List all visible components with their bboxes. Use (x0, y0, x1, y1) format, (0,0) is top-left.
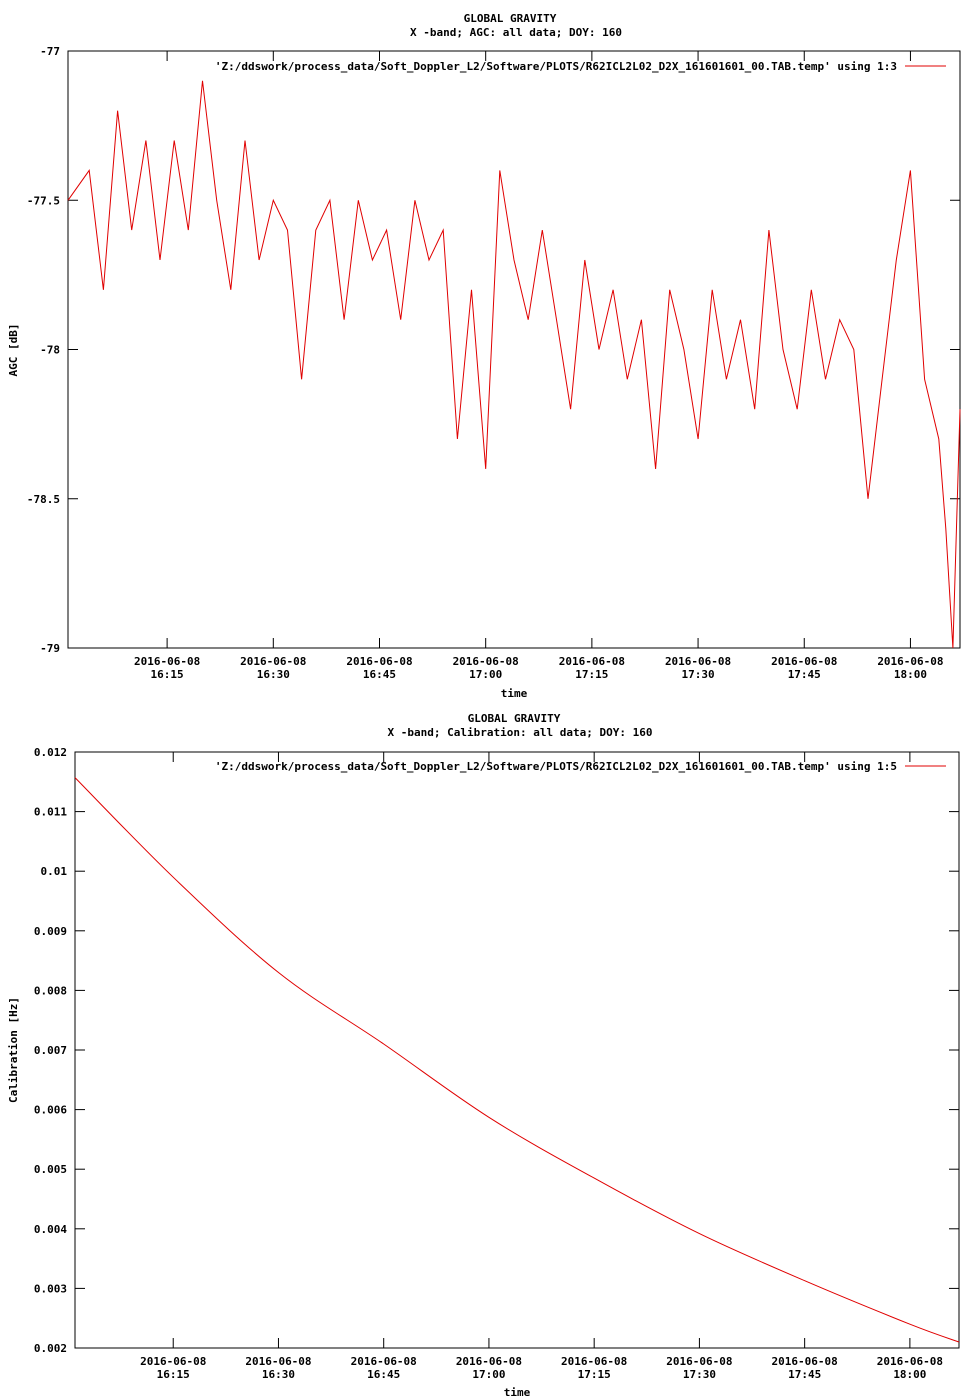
calibration-xtick-date-label: 2016-06-08 (351, 1355, 417, 1368)
calibration-xtick-time-label: 18:00 (893, 1368, 926, 1381)
agc-xtick-time-label: 17:30 (682, 668, 715, 681)
agc-xtick-date-label: 2016-06-08 (771, 655, 837, 668)
agc-series-line (67, 80, 961, 649)
agc-x-axis-label: time (501, 687, 528, 700)
agc-xtick-time-label: 17:00 (469, 668, 502, 681)
agc-xtick-time-label: 17:45 (788, 668, 821, 681)
calibration-ytick-label: 0.004 (34, 1223, 67, 1236)
calibration-xtick-date-label: 2016-06-08 (456, 1355, 522, 1368)
calibration-x-axis-label: time (504, 1386, 531, 1399)
calibration-y-axis-label: Calibration [Hz] (7, 997, 20, 1103)
calibration-xtick-date-label: 2016-06-08 (245, 1355, 311, 1368)
calibration-chart-subtitle: X -band; Calibration: all data; DOY: 160 (388, 726, 653, 739)
calibration-xtick-time-label: 17:30 (683, 1368, 716, 1381)
agc-xtick-date-label: 2016-06-08 (559, 655, 625, 668)
agc-xtick-time-label: 16:15 (151, 668, 184, 681)
calibration-ytick-label: 0.003 (34, 1282, 67, 1295)
agc-xtick-time-label: 18:00 (894, 668, 927, 681)
calibration-ytick-label: 0.005 (34, 1163, 67, 1176)
agc-chart-title: GLOBAL GRAVITY (464, 12, 557, 25)
agc-ytick-label: -77.5 (27, 194, 60, 207)
calibration-ytick-label: 0.012 (34, 746, 67, 759)
calibration-xtick-date-label: 2016-06-08 (140, 1355, 206, 1368)
agc-chart: GLOBAL GRAVITY X -band; AGC: all data; D… (7, 12, 961, 700)
agc-ytick-label: -79 (40, 642, 60, 655)
calibration-ytick-label: 0.011 (34, 806, 67, 819)
agc-xtick-date-label: 2016-06-08 (877, 655, 943, 668)
agc-ytick-label: -78 (40, 344, 60, 357)
calibration-ytick-label: 0.007 (34, 1044, 67, 1057)
agc-plot-frame (67, 50, 961, 649)
calibration-ytick-label: 0.01 (41, 865, 68, 878)
agc-chart-subtitle: X -band; AGC: all data; DOY: 160 (410, 26, 622, 39)
calibration-chart: GLOBAL GRAVITY X -band; Calibration: all… (7, 712, 960, 1399)
calibration-xtick-time-label: 16:45 (367, 1368, 400, 1381)
agc-xtick-date-label: 2016-06-08 (134, 655, 200, 668)
calibration-xtick-time-label: 16:15 (157, 1368, 190, 1381)
calibration-xtick-date-label: 2016-06-08 (772, 1355, 838, 1368)
calibration-xtick-date-label: 2016-06-08 (561, 1355, 627, 1368)
calibration-ytick-label: 0.009 (34, 925, 67, 938)
calibration-xtick-time-label: 17:15 (578, 1368, 611, 1381)
calibration-xtick-time-label: 17:00 (472, 1368, 505, 1381)
calibration-ytick-label: 0.008 (34, 984, 67, 997)
calibration-xtick-time-label: 16:30 (262, 1368, 295, 1381)
agc-xtick-date-label: 2016-06-08 (240, 655, 306, 668)
calibration-legend-label: 'Z:/ddswork/process_data/Soft_Doppler_L2… (215, 760, 897, 773)
agc-ytick-label: -77 (40, 45, 60, 58)
agc-legend-label: 'Z:/ddswork/process_data/Soft_Doppler_L2… (215, 60, 897, 73)
calibration-chart-title: GLOBAL GRAVITY (468, 712, 561, 725)
calibration-xtick-date-label: 2016-06-08 (877, 1355, 943, 1368)
agc-xtick-time-label: 17:15 (575, 668, 608, 681)
calibration-xtick-date-label: 2016-06-08 (666, 1355, 732, 1368)
calibration-plot-frame (74, 751, 960, 1349)
agc-xtick-time-label: 16:30 (257, 668, 290, 681)
agc-xtick-date-label: 2016-06-08 (346, 655, 412, 668)
calibration-ytick-label: 0.002 (34, 1342, 67, 1355)
agc-y-axis-label: AGC [dB] (7, 324, 20, 377)
agc-xtick-date-label: 2016-06-08 (453, 655, 519, 668)
agc-ytick-label: -78.5 (27, 493, 60, 506)
agc-xtick-time-label: 16:45 (363, 668, 396, 681)
calibration-series-line (74, 777, 960, 1343)
agc-xtick-date-label: 2016-06-08 (665, 655, 731, 668)
calibration-ytick-label: 0.006 (34, 1104, 67, 1117)
calibration-xtick-time-label: 17:45 (788, 1368, 821, 1381)
